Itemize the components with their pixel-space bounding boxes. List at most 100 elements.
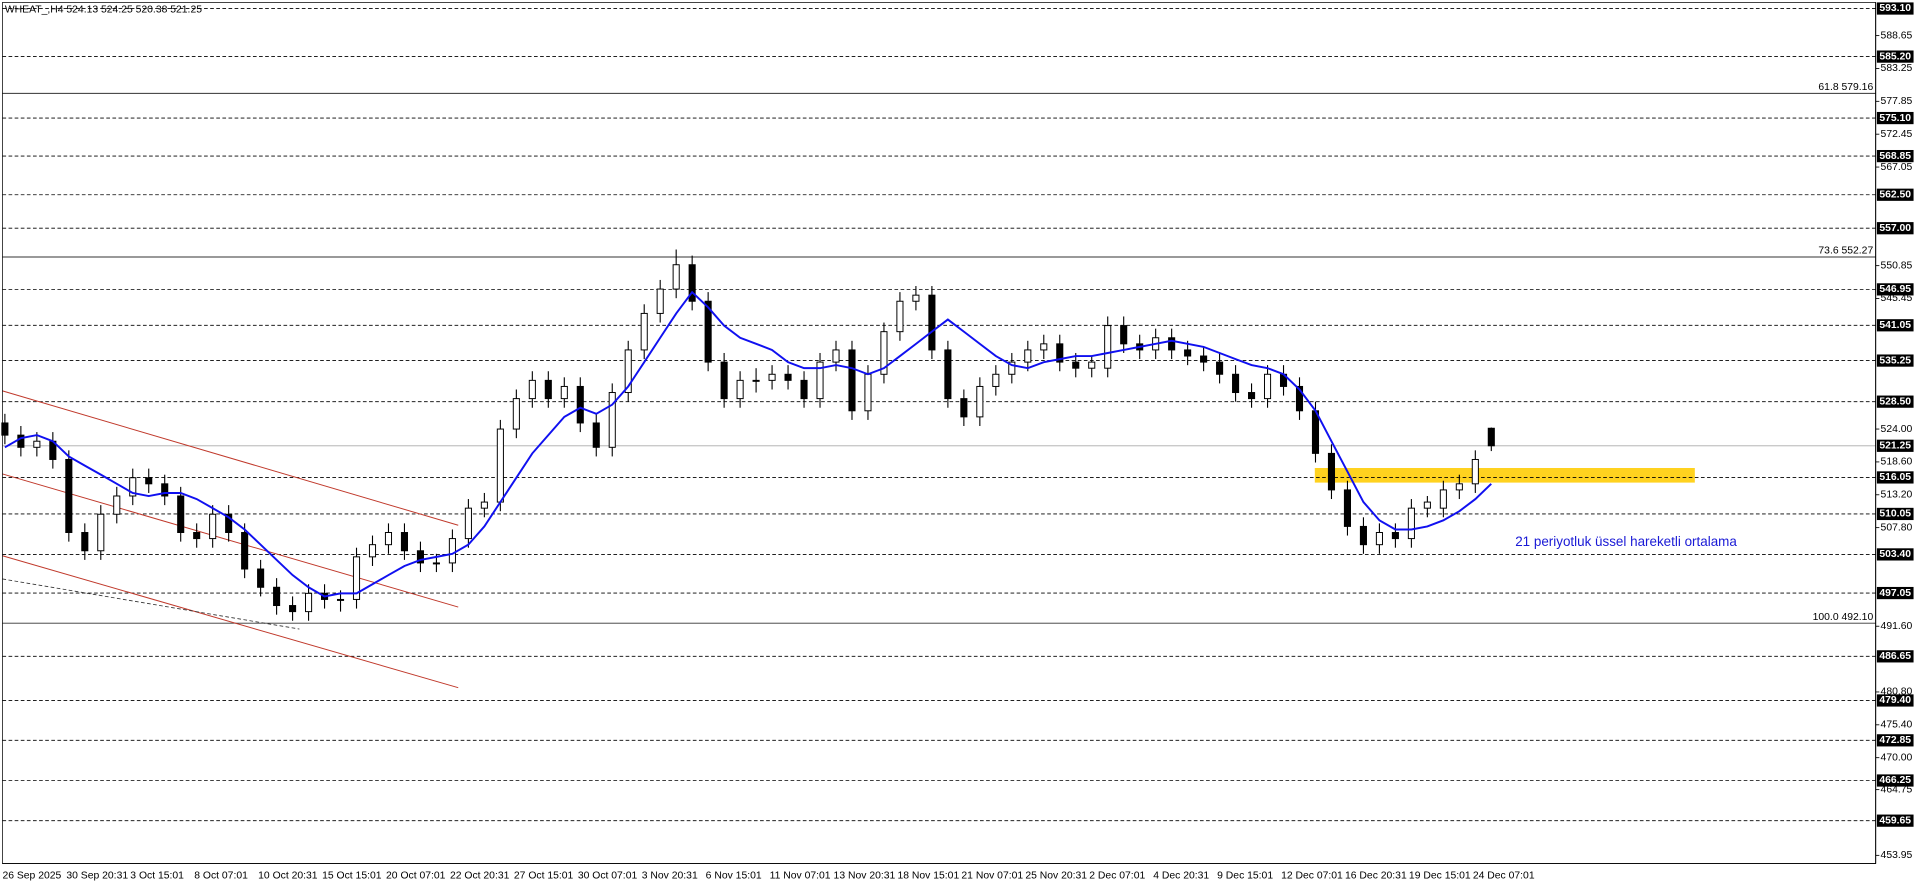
candle-body — [1024, 349, 1032, 363]
support-zone — [1314, 467, 1695, 483]
candle-body — [528, 379, 536, 400]
level-line-label: 528.50 — [1879, 396, 1911, 407]
candle-body — [273, 586, 281, 607]
candle-body — [848, 349, 856, 412]
candle-body — [1056, 343, 1064, 363]
candle-body — [672, 264, 680, 290]
candle-body — [1439, 489, 1447, 509]
level-line-box — [1876, 814, 1914, 827]
level-line-label: 503.40 — [1879, 549, 1911, 560]
level-line-label: 459.65 — [1879, 815, 1911, 826]
candle-body — [177, 495, 185, 533]
candle-body — [368, 544, 377, 558]
candle-body — [608, 392, 616, 448]
level-line-box — [1876, 471, 1914, 484]
candle-body — [193, 532, 201, 540]
candle-body — [1487, 427, 1495, 447]
candle-body — [1216, 361, 1224, 375]
candle-body — [1391, 532, 1399, 540]
x-tick-label: 27 Oct 15:01 — [514, 871, 574, 882]
candle-body — [97, 513, 105, 552]
y-tick-label: 507.80 — [1881, 522, 1913, 533]
candle-body — [1311, 410, 1320, 454]
candle-body — [976, 385, 984, 418]
candle-body — [752, 379, 760, 382]
y-tick-label: 518.60 — [1881, 457, 1913, 468]
candle-body — [656, 288, 664, 314]
candle-body — [736, 379, 744, 400]
level-line-box — [1876, 774, 1914, 787]
x-tick-label: 25 Nov 20:31 — [1025, 871, 1087, 882]
candle-body — [161, 483, 169, 497]
level-line-box — [1876, 111, 1914, 125]
candle-body — [1248, 392, 1256, 400]
x-tick-label: 3 Nov 20:31 — [642, 871, 698, 882]
level-line-label: 497.05 — [1879, 588, 1911, 599]
y-tick-label: 550.85 — [1881, 260, 1913, 271]
level-line-box — [1876, 354, 1914, 367]
candle-body — [1455, 483, 1463, 491]
candle-body — [1088, 361, 1096, 369]
candle-body — [1471, 458, 1479, 485]
level-line-box — [1876, 507, 1914, 521]
level-line-label: 557.00 — [1879, 223, 1911, 234]
candle-body — [1295, 385, 1304, 412]
level-line-box — [1876, 548, 1914, 561]
candle-body — [896, 300, 904, 333]
x-tick-label: 20 Oct 07:01 — [386, 871, 446, 882]
candle-body — [864, 373, 872, 412]
y-tick-label: 588.65 — [1881, 30, 1913, 41]
candle-body — [113, 495, 121, 515]
level-line-label: 593.10 — [1879, 3, 1911, 14]
candle-body — [544, 379, 552, 400]
candle-body — [1168, 337, 1176, 351]
level-line-label: 516.05 — [1879, 472, 1911, 483]
candle-body — [464, 507, 472, 540]
fib-label: 100.0 492.10 — [1813, 612, 1874, 623]
candle-body — [1263, 373, 1272, 400]
candle-body — [1120, 325, 1128, 345]
y-tick-label: 480.80 — [1881, 687, 1913, 698]
level-line-box — [1876, 2, 1914, 15]
candle-body — [704, 300, 712, 363]
candle-body — [129, 477, 137, 497]
y-tick-label: 524.00 — [1881, 424, 1913, 435]
candle-body — [560, 385, 568, 400]
candle-body — [768, 373, 776, 381]
candle-body — [592, 422, 600, 448]
candle-body — [512, 398, 520, 430]
candle-body — [1232, 373, 1240, 394]
level-line-label: 479.40 — [1879, 695, 1911, 706]
candle-body — [81, 532, 89, 552]
candle-body — [1104, 325, 1112, 369]
candle-body — [944, 349, 952, 400]
candle-body — [576, 385, 584, 424]
candle-body — [1327, 452, 1336, 491]
level-line-box — [1876, 222, 1914, 235]
level-line-label: 575.10 — [1879, 113, 1911, 124]
candle-body — [209, 513, 217, 540]
candle-body — [880, 331, 888, 375]
candle-body — [1200, 355, 1208, 363]
current-price-line-box — [1876, 439, 1914, 452]
candle-body — [1375, 532, 1383, 546]
annotation: 21 periyotluk üssel hareketli ortalama — [1515, 534, 1737, 549]
candle-body — [480, 501, 488, 509]
x-tick-label: 10 Oct 20:31 — [258, 871, 318, 882]
y-tick-label: 475.40 — [1881, 720, 1913, 731]
candle-body — [65, 458, 73, 533]
candle-body — [912, 294, 920, 302]
candle-body — [496, 428, 504, 503]
candle-body — [1008, 361, 1016, 375]
x-tick-label: 30 Sep 20:31 — [66, 871, 128, 882]
y-tick-label: 567.05 — [1881, 162, 1913, 173]
level-line-label: 535.25 — [1879, 355, 1911, 366]
level-line-label: 472.85 — [1879, 735, 1911, 746]
candle-body — [1407, 507, 1415, 540]
level-line-label: 486.65 — [1879, 651, 1911, 662]
candle-body — [1040, 343, 1048, 351]
level-line-box — [1876, 734, 1914, 747]
